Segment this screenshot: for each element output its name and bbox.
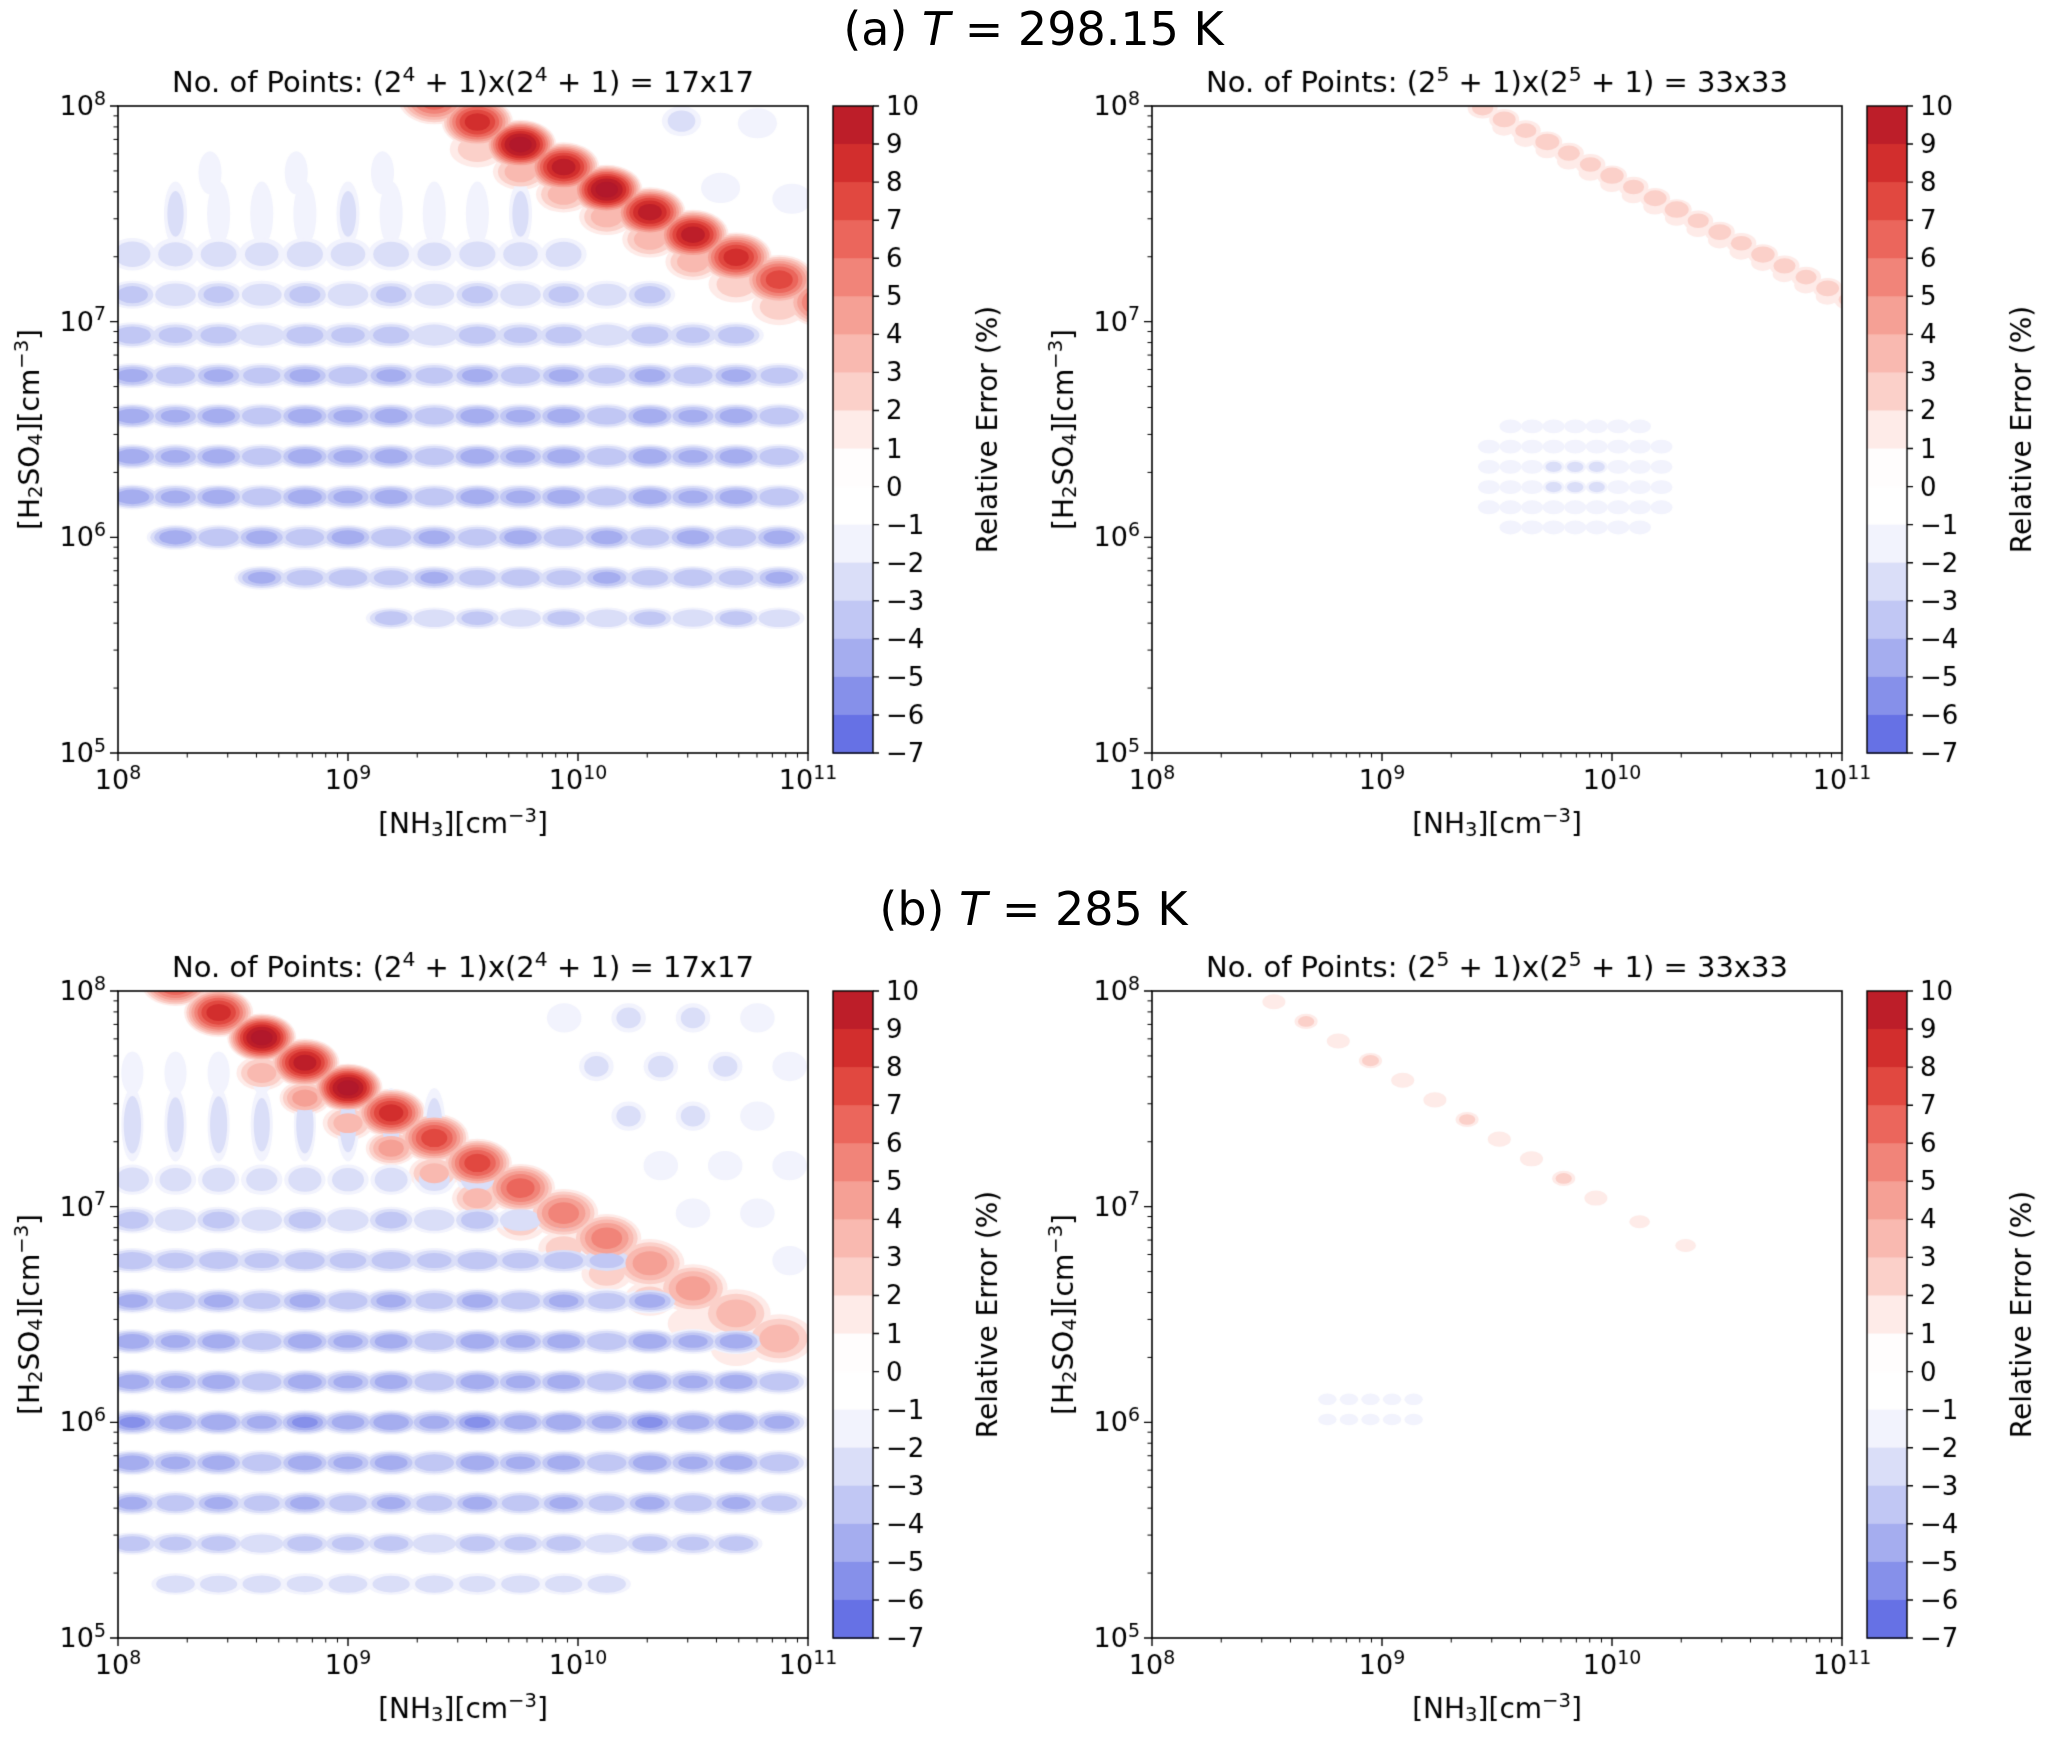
panel-b-17x17-contour-plot (0, 941, 1033, 1731)
panel-a-17x17-contour-plot (0, 56, 1033, 846)
section-a-title: (a) T = 298.15 K (843, 2, 1224, 56)
panel-a-33x33-contour-plot (1034, 56, 2067, 846)
section-b-title: (b) T = 285 K (879, 882, 1188, 936)
panel-b-33x33-contour-plot (1034, 941, 2067, 1731)
